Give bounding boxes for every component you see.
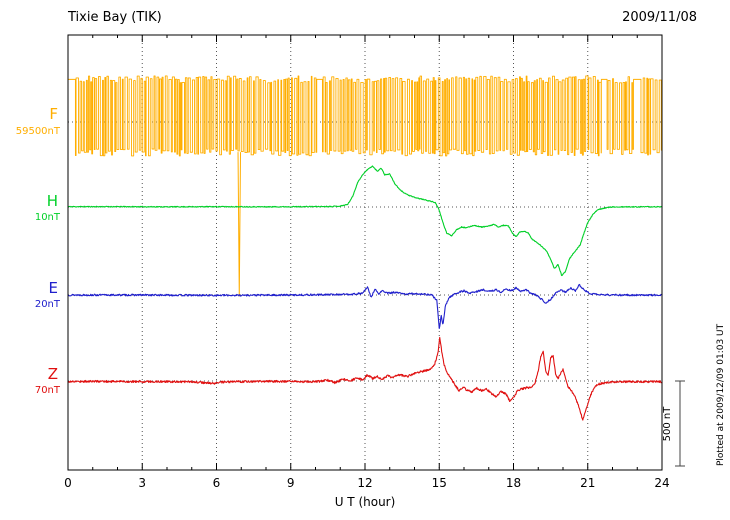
x-tick-label: 3	[138, 476, 146, 490]
axes	[67, 34, 663, 471]
channel-label-E: E	[49, 279, 58, 297]
x-tick-label: 18	[506, 476, 521, 490]
trace-F	[67, 75, 663, 157]
x-tick-label: 21	[580, 476, 595, 490]
channel-baseline-H: 10nT	[35, 212, 61, 223]
x-axis-label: U T (hour)	[335, 495, 396, 509]
trace-F	[237, 151, 242, 297]
x-tick-label: 6	[213, 476, 221, 490]
channel-label-H: H	[47, 192, 58, 210]
channel-label-F: F	[49, 105, 58, 123]
plotted-at-note: Plotted at 2009/12/09 01:03 UT	[716, 323, 726, 466]
trace-Z	[67, 336, 663, 421]
x-tick-label: 24	[654, 476, 669, 490]
trace-E	[67, 283, 663, 330]
x-tick-label: 15	[432, 476, 447, 490]
channel-baseline-Z: 70nT	[35, 385, 61, 396]
plot-date: 2009/11/08	[622, 10, 697, 25]
x-tick-labels: 0 3 6 9 12 15 18 21 24	[64, 476, 669, 490]
x-tick-label: 0	[64, 476, 72, 490]
scalebar-label: 500 nT	[662, 406, 673, 442]
channel-labels: F 59500nT H 10nT E 20nT Z 70nT	[16, 105, 61, 396]
trace-H	[67, 165, 663, 277]
channel-label-Z: Z	[48, 365, 58, 383]
amplitude-scalebar	[675, 380, 685, 467]
station-title: Tixie Bay (TIK)	[67, 10, 162, 25]
x-tick-label: 9	[287, 476, 295, 490]
channel-baseline-E: 20nT	[35, 299, 61, 310]
x-tick-label: 12	[357, 476, 372, 490]
channel-baseline-F: 59500nT	[16, 126, 61, 137]
traces	[67, 75, 663, 421]
